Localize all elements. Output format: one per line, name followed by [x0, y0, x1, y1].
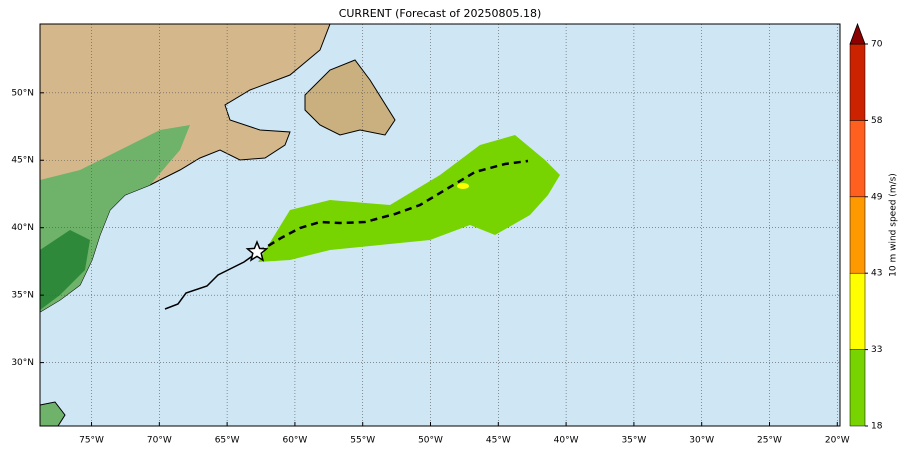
map-frame [39, 23, 841, 427]
colorbar-band [849, 349, 866, 427]
lat-tick-label: 50°N [11, 88, 34, 98]
colorbar-label: 10 m wind speed (m/s) [889, 173, 899, 277]
lon-tick-label: 20°W [825, 436, 850, 446]
colorbar-band [849, 43, 866, 121]
lon-tick-label: 35°W [621, 436, 646, 446]
lon-tick-label: 30°W [689, 436, 714, 446]
land [39, 23, 396, 427]
colorbar-band [849, 120, 866, 198]
lat-tick-label: 40°N [11, 223, 34, 233]
lon-tick-label: 45°W [486, 436, 511, 446]
wind-peak [457, 183, 469, 189]
lon-tick-label: 50°W [418, 436, 443, 446]
map-title: CURRENT (Forecast of 20250805.18) [339, 7, 542, 20]
colorbar-tick-label: 43 [871, 269, 882, 279]
storm-position [245, 240, 269, 262]
lat-tick-label: 30°N [11, 358, 34, 368]
colorbar-tick-label: 18 [871, 422, 883, 432]
lon-tick-label: 75°W [79, 436, 104, 446]
colorbar-extend [849, 22, 866, 45]
lat-tick-label: 35°N [11, 291, 34, 301]
forecast-track [257, 159, 529, 254]
past-track [164, 251, 259, 310]
lon-tick-label: 60°W [282, 436, 307, 446]
lon-tick-label: 65°W [215, 436, 240, 446]
colorbar-tick-label: 49 [871, 192, 883, 202]
newfoundland [304, 59, 396, 136]
lon-tick-label: 70°W [147, 436, 172, 446]
coastal-plain [40, 230, 90, 310]
colorbar-band [849, 196, 866, 274]
colorbar-tick-label: 58 [871, 116, 883, 126]
colorbar-tick-label: 33 [871, 345, 882, 355]
lat-tick-label: 45°N [11, 156, 34, 166]
wind-swath [258, 135, 560, 262]
colorbar-tick-label: 70 [871, 40, 883, 50]
lon-tick-label: 25°W [757, 436, 782, 446]
colorbar-band [849, 272, 866, 350]
lon-tick-label: 40°W [554, 436, 579, 446]
lon-tick-label: 55°W [350, 436, 375, 446]
